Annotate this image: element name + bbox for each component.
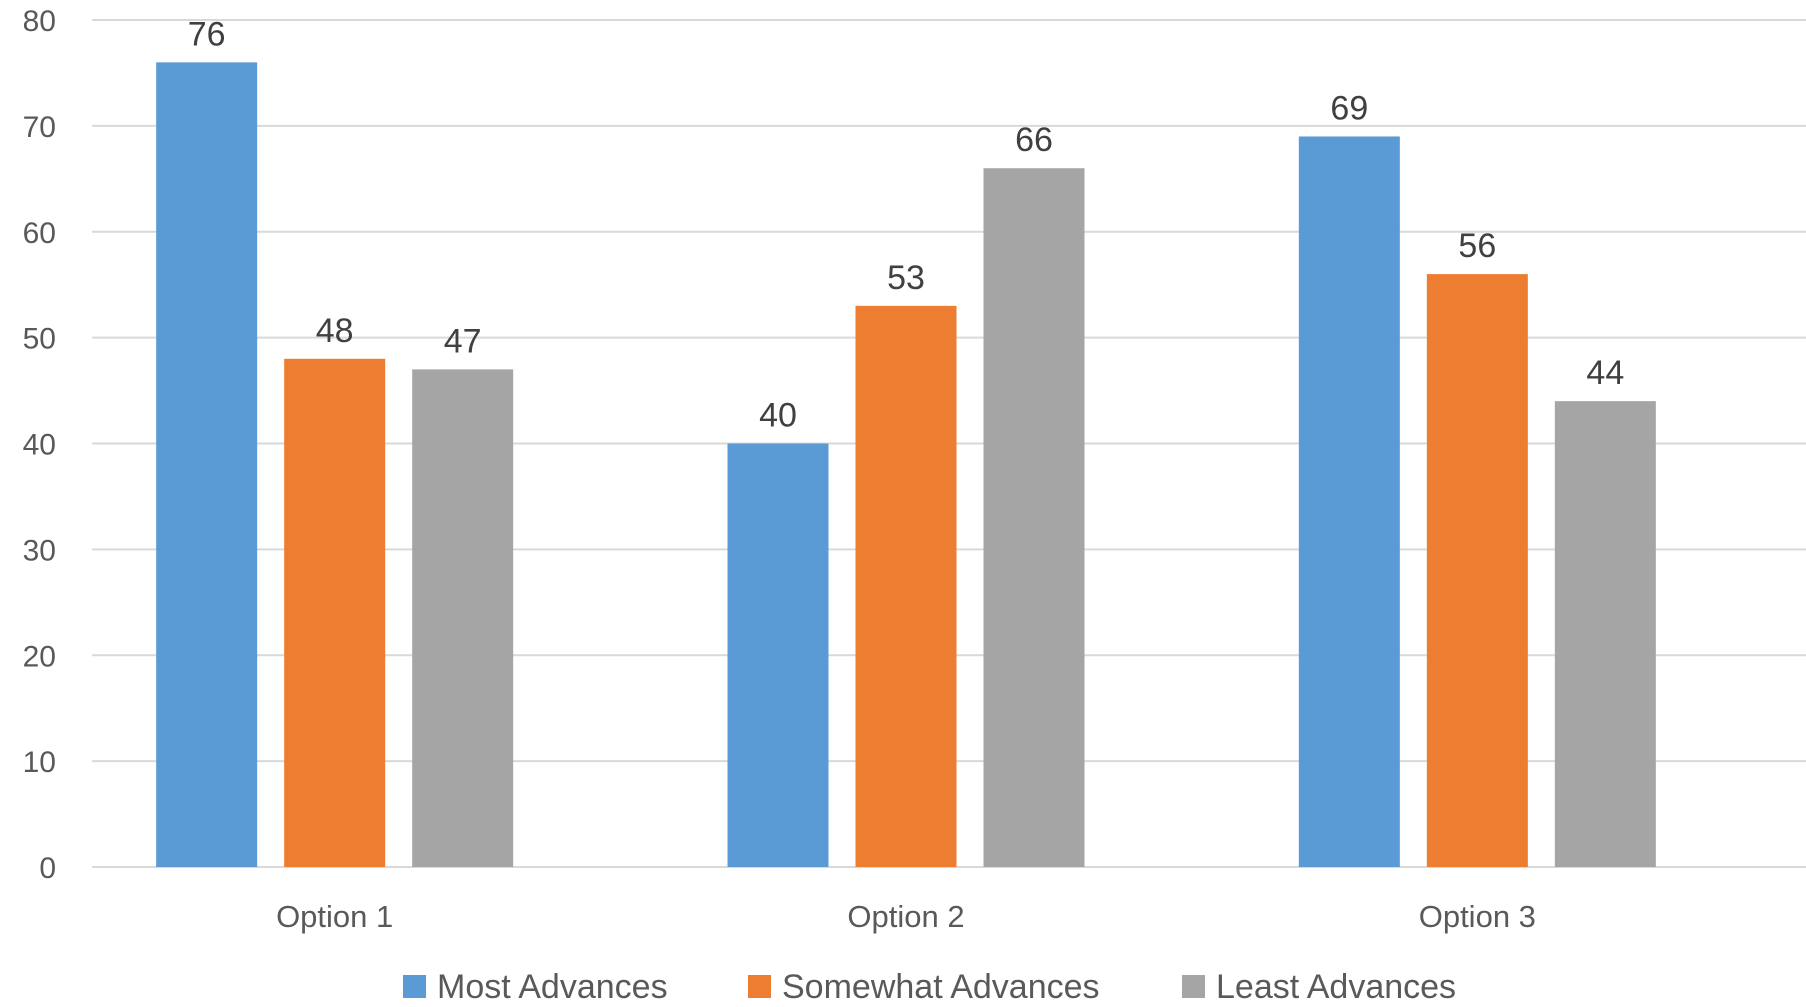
y-tick-label: 0 <box>39 852 56 885</box>
data-label: 66 <box>1015 121 1053 159</box>
data-labels: 76 48 47 40 53 66 69 56 44 <box>188 15 1624 434</box>
y-tick-label: 10 <box>23 746 56 779</box>
y-tick-label: 70 <box>23 111 56 144</box>
bar-least-advances-option-2 <box>983 168 1085 868</box>
legend: Most Advances Somewhat Advances Least Adva… <box>403 968 1456 1006</box>
bar-somewhat-advances-option-1 <box>284 358 386 867</box>
bar-somewhat-advances-option-2 <box>855 305 957 867</box>
y-tick-label: 60 <box>23 217 56 250</box>
y-tick-label: 40 <box>23 429 56 462</box>
data-label: 48 <box>316 312 354 350</box>
data-label: 44 <box>1586 354 1624 392</box>
bar-least-advances-option-3 <box>1554 401 1656 867</box>
legend-swatch <box>403 975 426 998</box>
x-axis: Option 1 Option 2 Option 3 <box>276 899 1536 934</box>
x-tick-label: Option 2 <box>847 899 964 934</box>
data-label: 56 <box>1458 227 1496 265</box>
data-label: 40 <box>759 397 797 435</box>
y-tick-label: 20 <box>23 640 56 673</box>
bar-most-advances-option-2 <box>727 443 829 867</box>
bar-somewhat-advances-option-3 <box>1426 274 1528 868</box>
legend-swatch <box>748 975 771 998</box>
y-tick-label: 30 <box>23 534 56 567</box>
legend-swatch <box>1182 975 1205 998</box>
legend-label: Least Advances <box>1216 968 1456 1006</box>
data-label: 47 <box>444 322 482 360</box>
x-tick-label: Option 3 <box>1419 899 1536 934</box>
data-label: 53 <box>887 259 925 297</box>
data-label: 76 <box>188 15 226 53</box>
bar-most-advances-option-3 <box>1298 136 1400 867</box>
bar-least-advances-option-1 <box>412 369 514 867</box>
legend-label: Somewhat Advances <box>782 968 1100 1006</box>
y-axis: 0 10 20 30 40 50 60 70 80 <box>23 5 56 885</box>
bars <box>156 62 1656 868</box>
data-label: 69 <box>1330 89 1368 127</box>
legend-label: Most Advances <box>437 968 668 1006</box>
bar-most-advances-option-1 <box>156 62 258 868</box>
y-tick-label: 50 <box>23 323 56 356</box>
x-tick-label: Option 1 <box>276 899 393 934</box>
y-tick-label: 80 <box>23 5 56 38</box>
